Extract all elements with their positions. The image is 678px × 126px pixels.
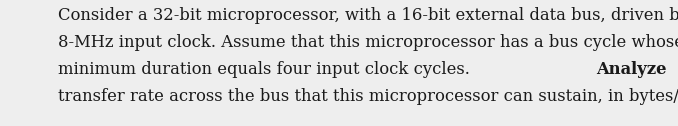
Text: transfer rate across the bus that this microprocessor can sustain, in bytes/s.: transfer rate across the bus that this m… bbox=[58, 88, 678, 105]
Text: 8-MHz input clock. Assume that this microprocessor has a bus cycle whose: 8-MHz input clock. Assume that this micr… bbox=[58, 34, 678, 51]
Text: minimum duration equals four input clock cycles.: minimum duration equals four input clock… bbox=[58, 61, 475, 78]
Text: Analyze: Analyze bbox=[596, 61, 666, 78]
Text: Consider a 32-bit microprocessor, with a 16-bit external data bus, driven by an: Consider a 32-bit microprocessor, with a… bbox=[58, 7, 678, 24]
